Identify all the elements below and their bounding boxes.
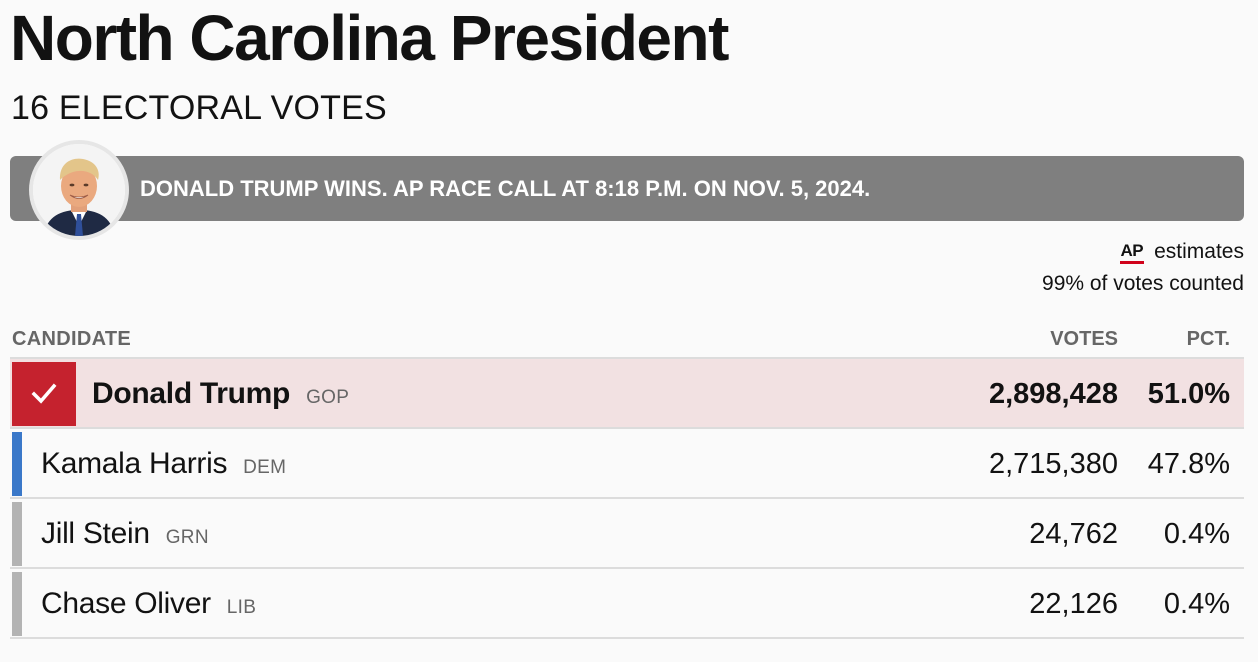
race-call-text: DONALD TRUMP WINS. AP RACE CALL AT 8:18 …: [140, 176, 871, 201]
check-icon: [31, 383, 57, 404]
candidate-pct: 47.8%: [1147, 448, 1230, 480]
candidate-party: LIB: [226, 597, 257, 618]
race-call-banner: DONALD TRUMP WINS. AP RACE CALL AT 8:18 …: [10, 156, 1244, 221]
candidate-pct: 0.4%: [1163, 518, 1230, 550]
candidate-photo-icon: [33, 144, 125, 236]
candidate-votes: 2,715,380: [988, 448, 1118, 480]
candidate-name-cell: Kamala Harris DEM: [41, 429, 286, 503]
estimates-label: estimates: [1154, 240, 1244, 263]
candidate-name-cell: Jill Stein GRN: [41, 499, 209, 573]
candidate-votes: 24,762: [1029, 518, 1118, 550]
votes-counted: 99% of votes counted: [1042, 272, 1244, 295]
table-row: Jill Stein GRN 24,762 0.4%: [10, 499, 1244, 569]
candidate-name-cell: Chase Oliver LIB: [41, 569, 256, 643]
candidate-votes: 22,126: [1029, 588, 1118, 620]
winner-check-badge: [12, 362, 76, 426]
table-header: CANDIDATE VOTES PCT.: [10, 323, 1244, 359]
table-row: Kamala Harris DEM 2,715,380 47.8%: [10, 429, 1244, 499]
candidate-name: Donald Trump: [92, 377, 291, 410]
ap-estimates: AP estimates 99% of votes counted: [1042, 236, 1244, 300]
candidate-name: Jill Stein: [41, 517, 150, 550]
electoral-votes-subtitle: 16 ELECTORAL VOTES: [11, 89, 387, 127]
candidate-party: GOP: [306, 387, 350, 408]
party-color-bar: [12, 502, 22, 566]
table-row: Donald Trump GOP 2,898,428 51.0%: [10, 359, 1244, 429]
candidate-party: DEM: [243, 457, 287, 478]
table-row: Chase Oliver LIB 22,126 0.4%: [10, 569, 1244, 639]
candidate-name: Kamala Harris: [41, 447, 228, 480]
candidate-name-cell: Donald Trump GOP: [92, 359, 349, 433]
header-pct: PCT.: [1186, 328, 1230, 350]
candidate-name: Chase Oliver: [41, 587, 211, 620]
page-title: North Carolina President: [10, 2, 729, 74]
party-color-bar: [12, 572, 22, 636]
candidate-votes: 2,898,428: [988, 378, 1118, 410]
candidate-pct: 51.0%: [1147, 378, 1230, 410]
party-color-bar: [12, 432, 22, 496]
candidate-party: GRN: [165, 527, 209, 548]
header-votes: VOTES: [1050, 328, 1118, 350]
results-table: CANDIDATE VOTES PCT. Donald Trump GOP 2,8…: [10, 323, 1244, 639]
ap-logo: AP: [1119, 241, 1145, 264]
header-candidate: CANDIDATE: [12, 328, 131, 350]
winner-avatar: [29, 140, 129, 240]
candidate-pct: 0.4%: [1163, 588, 1230, 620]
